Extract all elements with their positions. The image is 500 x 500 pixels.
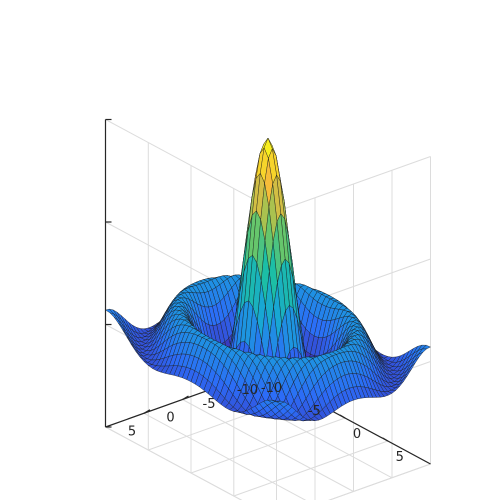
surface-mesh (104, 137, 432, 422)
y-tick-label: -5 (203, 397, 216, 412)
grid-line (105, 426, 243, 500)
y-tick-label: 0 (166, 411, 174, 426)
x-tick-label: -5 (308, 404, 321, 419)
x-tick (382, 437, 389, 442)
grid-line (182, 399, 354, 492)
y-tick (143, 409, 151, 414)
y-tick (182, 395, 189, 401)
x-tick-label: 5 (396, 450, 404, 465)
surface-patch (272, 399, 281, 403)
x-tick (339, 414, 346, 419)
tick-labels: 5 0 -5 -10 -10 -5 0 5 (128, 381, 404, 465)
x-tick-label: 0 (353, 427, 361, 442)
y-tick-label: 5 (128, 424, 136, 439)
x-tick-label: -10 (261, 381, 282, 396)
y-tick-label: -10 (237, 383, 258, 398)
grid-line (105, 119, 277, 212)
grid-line (143, 412, 307, 500)
grid-line (276, 156, 431, 212)
